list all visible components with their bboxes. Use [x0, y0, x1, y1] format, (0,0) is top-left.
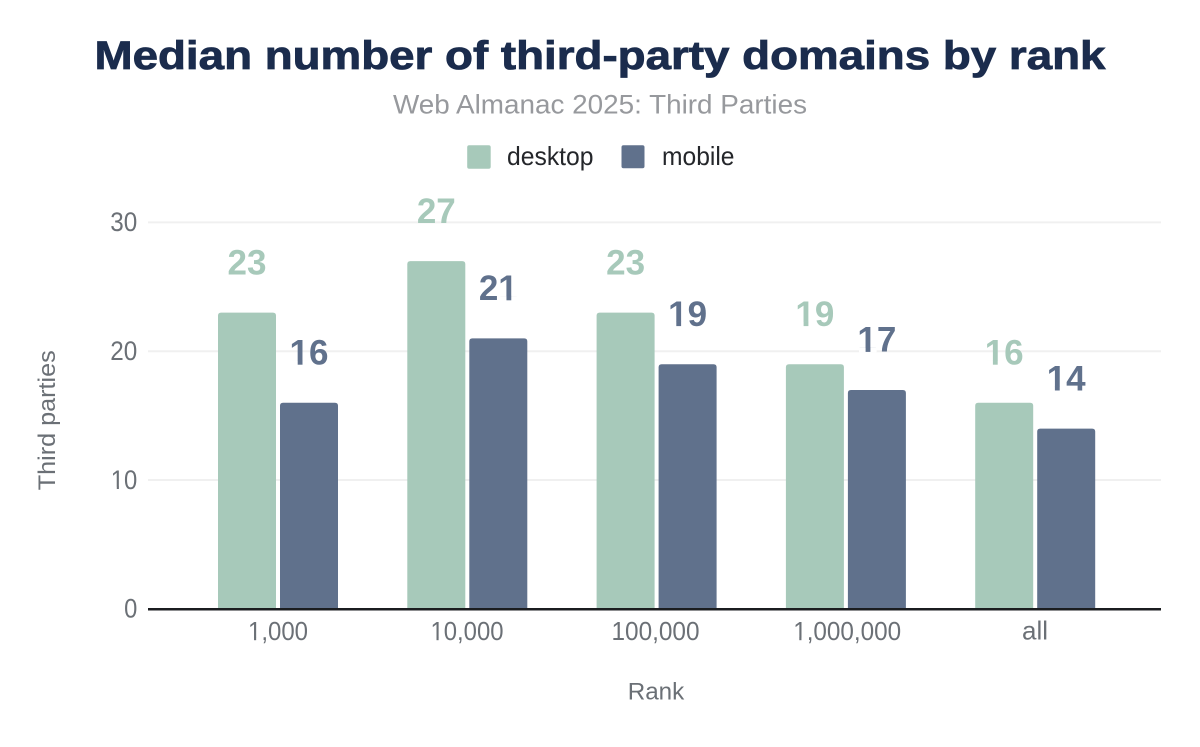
svg-text:Web Almanac 2025: Third Partie: Web Almanac 2025: Third Parties: [393, 89, 807, 119]
svg-text:desktop: desktop: [507, 141, 594, 171]
svg-text:20: 20: [110, 336, 137, 366]
svg-text:100,000: 100,000: [612, 616, 700, 646]
svg-text:1,000,000: 1,000,000: [793, 616, 901, 646]
svg-text:1,000: 1,000: [248, 616, 308, 646]
svg-text:23: 23: [228, 243, 267, 282]
svg-text:16: 16: [985, 334, 1024, 373]
svg-text:all: all: [1022, 616, 1048, 646]
svg-text:0: 0: [124, 594, 137, 624]
svg-text:mobile: mobile: [662, 141, 735, 171]
svg-text:17: 17: [857, 321, 896, 360]
svg-text:21: 21: [479, 269, 518, 308]
svg-text:27: 27: [417, 192, 456, 231]
svg-text:16: 16: [290, 334, 329, 373]
svg-text:10,000: 10,000: [431, 616, 504, 646]
svg-text:14: 14: [1047, 359, 1086, 398]
svg-text:23: 23: [606, 243, 645, 282]
svg-text:Third parties: Third parties: [34, 350, 61, 490]
svg-text:Median number of third-party d: Median number of third-party domains by …: [95, 34, 1107, 78]
svg-text:Rank: Rank: [628, 679, 685, 706]
svg-text:19: 19: [795, 295, 834, 334]
svg-text:19: 19: [668, 295, 707, 334]
svg-text:30: 30: [110, 207, 137, 237]
svg-text:10: 10: [111, 465, 138, 495]
